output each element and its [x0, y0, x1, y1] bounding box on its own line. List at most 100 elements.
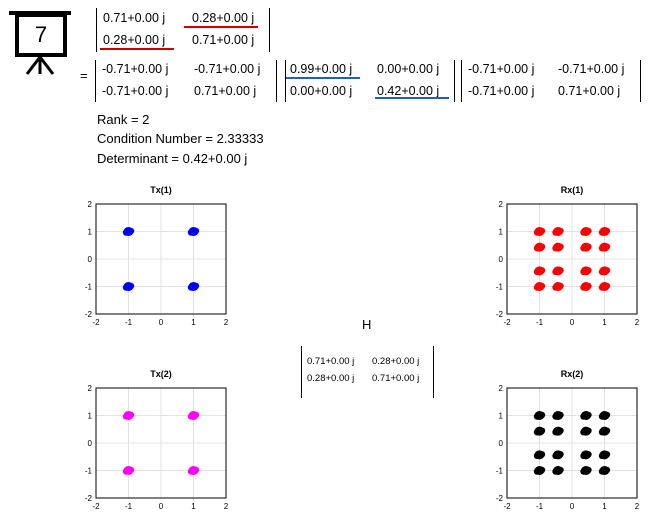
h-matrix: 0.71+0.00 j 0.28+0.00 j 0.28+0.00 j 0.71…: [96, 8, 270, 52]
plot-frame: [95, 387, 227, 499]
s-cell: 0.00+0.00 j: [377, 62, 440, 76]
y-tick-label: 2: [88, 384, 93, 393]
x-tick-label: 0: [570, 502, 575, 511]
offdiag-underline: [184, 26, 258, 28]
data-point: [533, 466, 546, 475]
chart-title: Tx(1): [150, 185, 172, 195]
x-tick-label: 1: [191, 502, 196, 511]
h-cell: 0.71+0.00 j: [192, 33, 255, 47]
y-tick-label: -1: [85, 283, 93, 292]
data-point: [122, 466, 135, 475]
x-tick-label: -1: [125, 318, 133, 327]
condition-number-label: Condition Number = 2.33333: [97, 131, 264, 146]
slide-number: 7: [34, 22, 48, 47]
data-point: [533, 450, 546, 460]
y-tick-label: -1: [85, 467, 93, 476]
x-tick-label: 1: [191, 318, 196, 327]
data-point: [533, 242, 546, 252]
y-tick-label: -1: [496, 283, 504, 292]
y-tick-label: -2: [496, 310, 504, 319]
y-tick-label: 1: [88, 412, 93, 421]
plot-frame: [95, 203, 227, 315]
plot-frame: [506, 387, 638, 499]
x-tick-label: 0: [570, 318, 575, 327]
data-point: [580, 282, 592, 291]
data-point: [187, 466, 200, 475]
y-tick-label: 0: [499, 255, 504, 264]
offdiag-underline: [100, 48, 174, 50]
data-point: [598, 466, 611, 475]
middle-h-cell: 0.71+0.00 j: [372, 373, 420, 384]
s-cell: 0.00+0.00 j: [290, 84, 353, 98]
x-tick-label: -2: [92, 318, 100, 327]
v-cell: -0.71+0.00 j: [558, 62, 625, 76]
data-point: [598, 282, 611, 291]
rx1-plot: Rx(1) -2-2 -1 -1 0 0 1 1 2 2: [496, 185, 640, 327]
s-cell: 0.42+0.00 j: [377, 84, 440, 98]
x-tick-label: -1: [125, 502, 133, 511]
data-point: [580, 426, 592, 436]
data-point: [552, 426, 564, 436]
chart-title: Tx(2): [150, 369, 172, 379]
x-tick-label: -2: [92, 502, 100, 511]
middle-h-cell: 0.71+0.00 j: [307, 356, 355, 367]
x-tick-label: -2: [503, 318, 511, 327]
y-tick-label: -2: [85, 310, 93, 319]
data-point: [580, 450, 592, 460]
data-point: [187, 411, 200, 420]
y-tick-label: 1: [499, 228, 504, 237]
s-cell: 0.99+0.00 j: [290, 62, 353, 76]
tx1-plot: Tx(1) -2-2 -1 -1 0 0 1 1 2 2: [85, 185, 229, 327]
data-point: [580, 466, 592, 475]
data-point: [552, 450, 564, 460]
chart-title: Rx(2): [561, 369, 584, 379]
data-point: [533, 411, 546, 420]
middle-h-cell: 0.28+0.00 j: [372, 356, 420, 367]
data-point: [580, 266, 592, 276]
y-tick-label: 0: [88, 439, 93, 448]
x-tick-label: 2: [635, 502, 640, 511]
data-point: [598, 242, 611, 252]
x-tick-label: 2: [224, 318, 229, 327]
data-point: [187, 282, 200, 291]
y-tick-label: 2: [499, 384, 504, 393]
slide-badge: 7: [8, 8, 72, 76]
middle-h-label: H: [362, 317, 372, 332]
determinant-label: Determinant = 0.42+0.00 j: [97, 151, 248, 166]
data-point: [122, 227, 135, 236]
middle-h-cell: 0.28+0.00 j: [307, 373, 355, 384]
middle-h-matrix: 0.71+0.00 j 0.28+0.00 j 0.28+0.00 j 0.71…: [301, 346, 434, 398]
u-matrix: -0.71+0.00 j -0.71+0.00 j -0.71+0.00 j 0…: [95, 60, 277, 102]
x-tick-label: 0: [159, 318, 164, 327]
data-point: [552, 282, 564, 291]
u-cell: 0.71+0.00 j: [194, 84, 257, 98]
x-tick-label: 0: [159, 502, 164, 511]
u-cell: -0.71+0.00 j: [194, 62, 261, 76]
data-point: [598, 227, 611, 236]
data-point: [552, 411, 564, 420]
equals-sign: =: [80, 68, 88, 83]
y-tick-label: -2: [85, 494, 93, 503]
x-tick-label: 2: [635, 318, 640, 327]
v-matrix: -0.71+0.00 j -0.71+0.00 j -0.71+0.00 j 0…: [461, 60, 641, 102]
rx2-plot: Rx(2) -2-2 -1 -1 0 0 1 1 2 2: [496, 369, 640, 511]
h-cell: 0.28+0.00 j: [103, 33, 166, 47]
y-tick-label: 1: [499, 412, 504, 421]
plot-frame: [506, 203, 638, 315]
data-point: [122, 282, 135, 291]
v-cell: 0.71+0.00 j: [558, 84, 621, 98]
y-tick-label: -1: [496, 467, 504, 476]
y-tick-label: 1: [88, 228, 93, 237]
y-tick-label: -2: [496, 494, 504, 503]
x-tick-label: 2: [224, 502, 229, 511]
tx2-plot: Tx(2) -2-2 -1 -1 0 0 1 1 2 2: [85, 369, 229, 511]
v-cell: -0.71+0.00 j: [468, 84, 535, 98]
y-tick-label: 2: [499, 200, 504, 209]
x-tick-label: 1: [602, 318, 607, 327]
data-point: [533, 266, 546, 276]
data-point: [552, 266, 564, 276]
data-point: [580, 242, 592, 252]
data-point: [598, 266, 611, 276]
data-point: [122, 411, 135, 420]
data-point: [552, 242, 564, 252]
